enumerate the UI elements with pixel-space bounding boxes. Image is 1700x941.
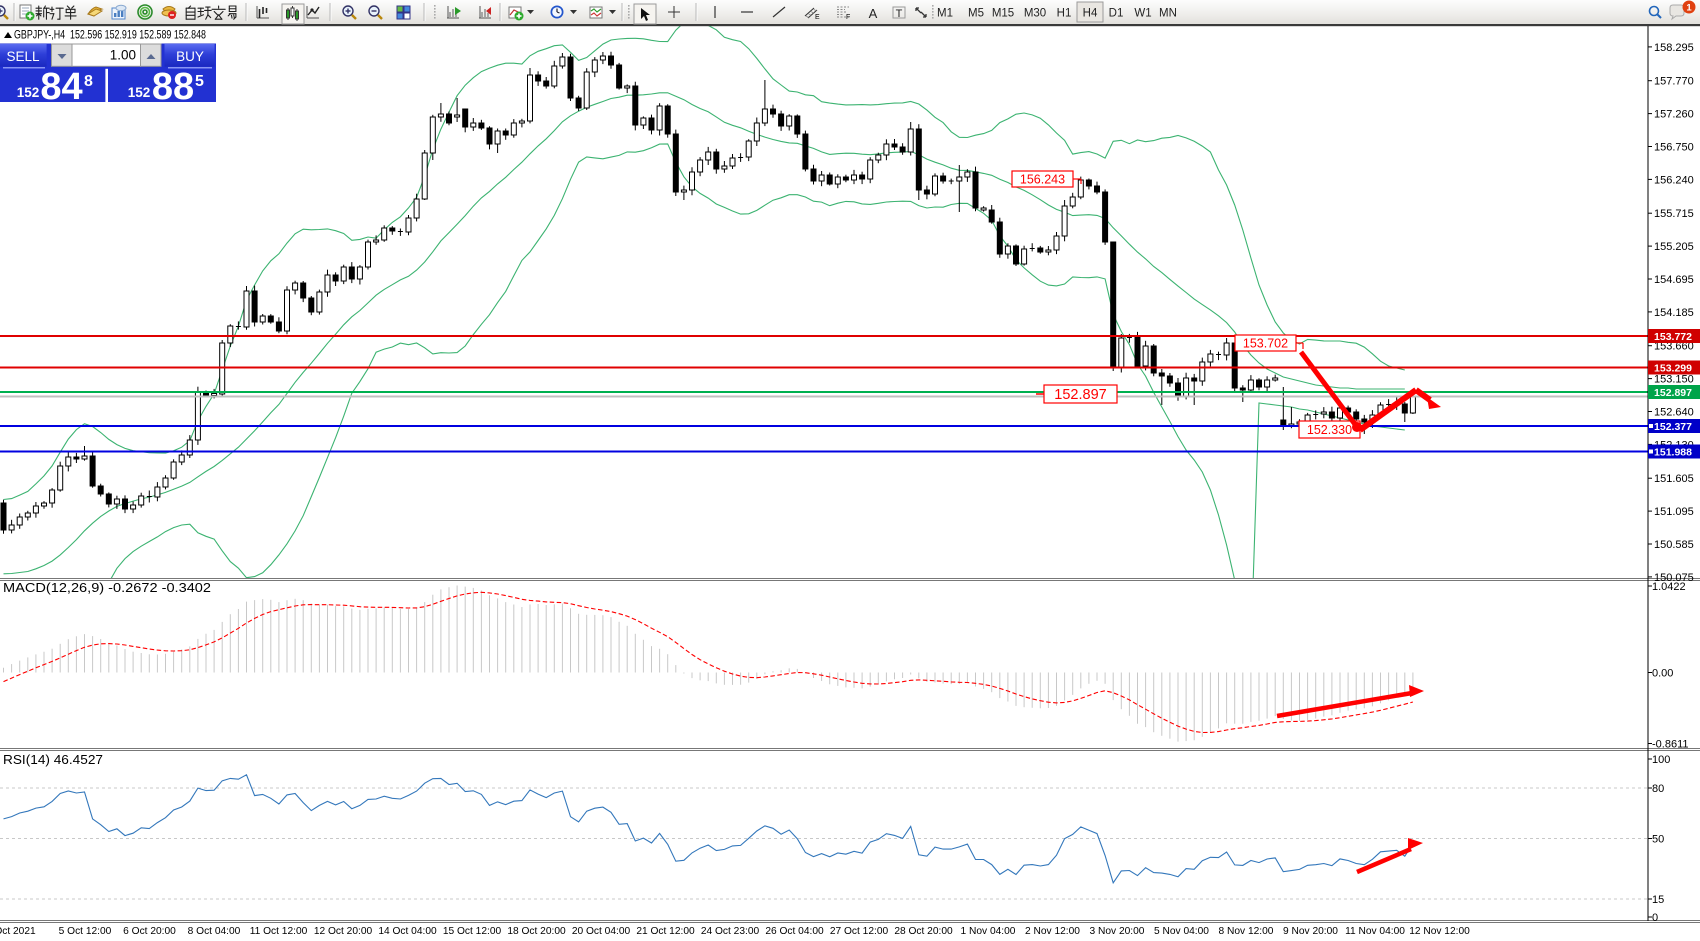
svg-text:15: 15	[1652, 894, 1664, 906]
svg-text:100: 100	[1652, 754, 1670, 766]
svg-text:156.750: 156.750	[1654, 142, 1694, 154]
svg-text:50: 50	[1652, 834, 1664, 846]
svg-text:152.640: 152.640	[1654, 407, 1694, 419]
svg-text:12 Nov 12:00: 12 Nov 12:00	[1409, 926, 1470, 937]
svg-text:154.695: 154.695	[1654, 274, 1694, 286]
svg-text:20 Oct 04:00: 20 Oct 04:00	[572, 926, 631, 937]
svg-text:152: 152	[17, 85, 40, 100]
svg-text:157.260: 157.260	[1654, 109, 1694, 121]
svg-text:14 Oct 04:00: 14 Oct 04:00	[378, 926, 437, 937]
svg-text:1: 1	[1686, 3, 1692, 14]
svg-text:154.185: 154.185	[1654, 307, 1694, 319]
svg-text:D1: D1	[1109, 8, 1124, 20]
svg-text:153.702: 153.702	[1243, 337, 1288, 351]
svg-text:M15: M15	[992, 8, 1014, 20]
svg-text:MACD(12,26,9) -0.2672 -0.3402: MACD(12,26,9) -0.2672 -0.3402	[3, 581, 211, 595]
svg-text:155.715: 155.715	[1654, 208, 1694, 220]
svg-text:151.605: 151.605	[1654, 473, 1694, 485]
svg-text:BUY: BUY	[176, 49, 204, 64]
svg-text:2 Nov 12:00: 2 Nov 12:00	[1025, 926, 1080, 937]
svg-text:152.897: 152.897	[1054, 387, 1106, 403]
svg-text:E: E	[815, 14, 820, 21]
svg-text:151.988: 151.988	[1654, 447, 1692, 459]
svg-text:152: 152	[128, 85, 151, 100]
svg-text:-0.8611: -0.8611	[1652, 739, 1689, 751]
svg-text:H4: H4	[1083, 8, 1098, 20]
svg-text:5: 5	[195, 73, 204, 90]
svg-text:8 Nov 12:00: 8 Nov 12:00	[1219, 926, 1274, 937]
svg-text:A: A	[869, 6, 878, 21]
svg-text:152.897: 152.897	[1654, 387, 1692, 399]
svg-text:152.377: 152.377	[1654, 421, 1692, 433]
svg-text:F: F	[846, 14, 850, 21]
svg-text:156.243: 156.243	[1020, 173, 1065, 187]
svg-text:9 Nov 20:00: 9 Nov 20:00	[1283, 926, 1338, 937]
svg-text:153.772: 153.772	[1654, 331, 1692, 343]
svg-text:153.150: 153.150	[1654, 374, 1694, 386]
svg-text:3 Nov 20:00: 3 Nov 20:00	[1090, 926, 1145, 937]
svg-text:Oct 2021: Oct 2021	[0, 926, 36, 937]
svg-text:157.770: 157.770	[1654, 76, 1694, 88]
svg-text:80: 80	[1652, 783, 1664, 795]
svg-text:156.240: 156.240	[1654, 174, 1694, 186]
svg-text:5 Oct 12:00: 5 Oct 12:00	[59, 926, 112, 937]
svg-text:RSI(14) 46.4527: RSI(14) 46.4527	[3, 753, 103, 767]
svg-text:0.00: 0.00	[1652, 668, 1673, 680]
svg-text:11 Oct 12:00: 11 Oct 12:00	[250, 926, 308, 937]
svg-text:11 Nov 04:00: 11 Nov 04:00	[1345, 926, 1405, 937]
svg-text:27 Oct 12:00: 27 Oct 12:00	[830, 926, 889, 937]
svg-text:0: 0	[1652, 912, 1658, 924]
svg-text:M30: M30	[1024, 8, 1046, 20]
svg-text:8: 8	[84, 73, 93, 90]
svg-text:88: 88	[152, 66, 194, 108]
svg-text:SELL: SELL	[6, 49, 40, 64]
svg-text:H1: H1	[1057, 8, 1072, 20]
svg-text:150.075: 150.075	[1654, 572, 1694, 584]
svg-text:M1: M1	[937, 8, 953, 20]
svg-text:6 Oct 20:00: 6 Oct 20:00	[123, 926, 176, 937]
svg-text:28 Oct 20:00: 28 Oct 20:00	[894, 926, 953, 937]
svg-text:GBPJPY-,H4 152.596 152.919 15: GBPJPY-,H4 152.596 152.919 152.589 152.8…	[14, 28, 206, 42]
svg-text:M5: M5	[968, 8, 984, 20]
svg-text:MN: MN	[1159, 8, 1177, 20]
svg-text:26 Oct 04:00: 26 Oct 04:00	[765, 926, 824, 937]
svg-text:8 Oct 04:00: 8 Oct 04:00	[188, 926, 241, 937]
svg-text:150.585: 150.585	[1654, 539, 1694, 551]
svg-text:24 Oct 23:00: 24 Oct 23:00	[701, 926, 760, 937]
svg-text:151.095: 151.095	[1654, 506, 1694, 518]
svg-text:153.660: 153.660	[1654, 341, 1694, 353]
svg-text:1 Nov 04:00: 1 Nov 04:00	[961, 926, 1016, 937]
svg-text:12 Oct 20:00: 12 Oct 20:00	[314, 926, 373, 937]
svg-text:T: T	[896, 8, 903, 20]
svg-text:1.0422: 1.0422	[1652, 581, 1686, 593]
svg-text:155.205: 155.205	[1654, 241, 1694, 253]
svg-text:84: 84	[40, 66, 82, 108]
svg-text:15 Oct 12:00: 15 Oct 12:00	[443, 926, 502, 937]
svg-text:5 Nov 04:00: 5 Nov 04:00	[1154, 926, 1209, 937]
svg-text:153.299: 153.299	[1654, 363, 1692, 375]
svg-text:152.330: 152.330	[1307, 423, 1352, 437]
svg-text:21 Oct 12:00: 21 Oct 12:00	[636, 926, 695, 937]
svg-text:W1: W1	[1134, 8, 1151, 20]
svg-text:158.295: 158.295	[1654, 42, 1694, 54]
svg-text:18 Oct 20:00: 18 Oct 20:00	[507, 926, 566, 937]
svg-text:1.00: 1.00	[110, 48, 136, 63]
